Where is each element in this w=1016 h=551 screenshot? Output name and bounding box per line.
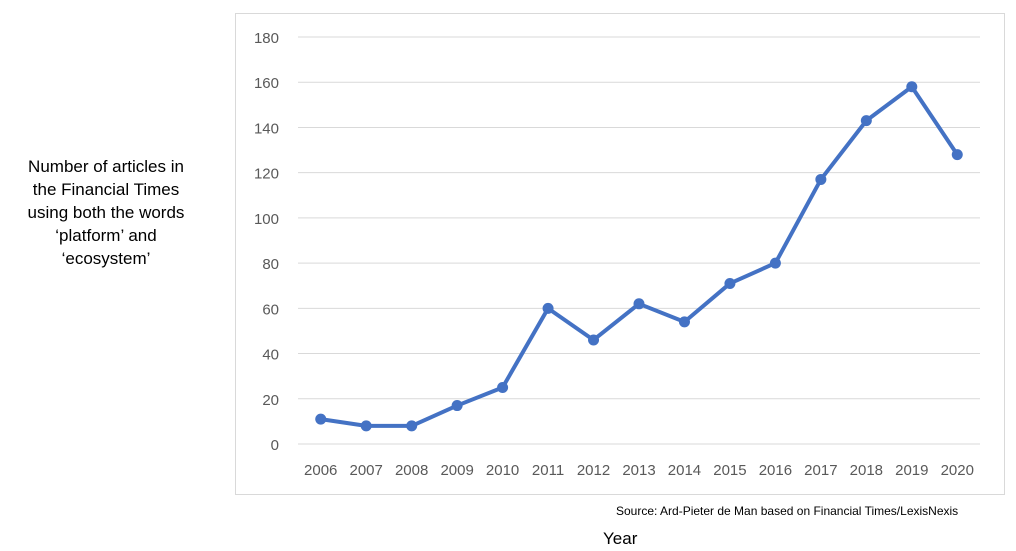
y-axis-title: Number of articles in the Financial Time…	[0, 155, 212, 270]
data-point	[315, 413, 327, 425]
y-axis-title-line: using both the words	[27, 203, 185, 222]
x-tick-label: 2015	[713, 462, 746, 479]
x-tick-label: 2014	[668, 462, 701, 479]
data-point	[860, 115, 872, 127]
y-tick-label: 20	[262, 392, 279, 409]
y-axis-title-line: ‘ecosystem’	[61, 249, 151, 268]
x-tick-label: 2007	[350, 462, 383, 479]
x-tick-label: 2010	[486, 462, 519, 479]
data-point	[497, 381, 509, 393]
y-tick-label: 180	[254, 30, 279, 47]
gridlines	[298, 36, 980, 445]
data-point	[451, 400, 463, 412]
y-axis-title-line: Number of articles in	[28, 157, 184, 176]
series-line	[318, 84, 960, 428]
data-point	[588, 334, 600, 346]
data-point	[769, 257, 781, 269]
y-tick-label: 40	[262, 347, 279, 364]
y-tick-label: 100	[254, 211, 279, 228]
data-point	[542, 302, 554, 314]
y-tick-labels: 0 20 40 60 80 100 120 140 160 180	[254, 30, 279, 454]
x-tick-label: 2013	[622, 462, 655, 479]
y-tick-label: 80	[262, 256, 279, 273]
data-point	[951, 149, 963, 161]
chart-frame	[235, 13, 1005, 495]
source-note: Source: Ard-Pieter de Man based on Finan…	[616, 504, 959, 518]
y-axis-title-line: the Financial Times	[32, 180, 180, 199]
data-point	[633, 298, 645, 310]
x-tick-label: 2016	[759, 462, 792, 479]
x-tick-label: 2006	[304, 462, 337, 479]
x-tick-label: 2008	[395, 462, 428, 479]
y-tick-label: 140	[254, 120, 279, 137]
data-point	[360, 420, 372, 432]
x-tick-label: 2009	[440, 462, 473, 479]
x-tick-label: 2020	[941, 462, 974, 479]
series	[315, 81, 963, 432]
x-axis-title: Year	[603, 529, 638, 548]
x-tick-label: 2012	[577, 462, 610, 479]
data-point	[678, 316, 690, 328]
y-tick-label: 0	[271, 437, 279, 454]
y-tick-label: 60	[262, 301, 279, 318]
x-tick-label: 2011	[532, 462, 564, 479]
y-tick-label: 120	[254, 166, 279, 183]
x-tick-label: 2017	[804, 462, 837, 479]
data-point	[815, 173, 827, 185]
x-tick-label: 2018	[850, 462, 883, 479]
data-point	[906, 81, 918, 93]
x-tick-labels: 2006 2007 2008 2009 2010 2011 2012 2013 2014 2015…	[304, 462, 974, 479]
data-point	[724, 277, 736, 289]
x-tick-label: 2019	[895, 462, 928, 479]
y-axis-title-line: ‘platform’ and	[55, 226, 157, 245]
data-point	[406, 420, 418, 432]
y-tick-label: 160	[254, 75, 279, 92]
